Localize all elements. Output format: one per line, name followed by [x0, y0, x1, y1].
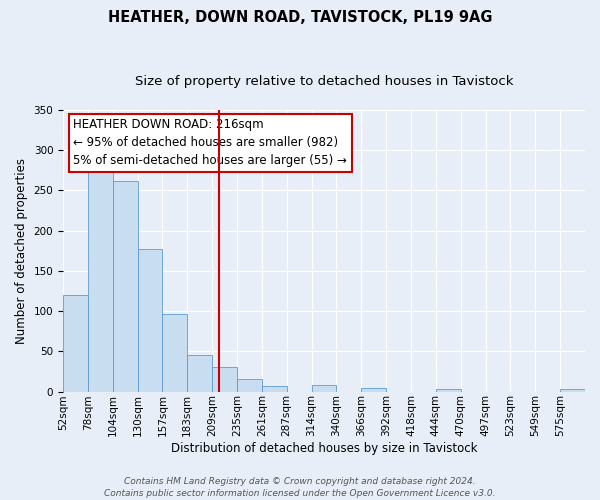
- Bar: [311, 385, 337, 392]
- Text: HEATHER DOWN ROAD: 216sqm
← 95% of detached houses are smaller (982)
5% of semi-: HEATHER DOWN ROAD: 216sqm ← 95% of detac…: [73, 118, 347, 168]
- Bar: [113, 181, 137, 392]
- X-axis label: Distribution of detached houses by size in Tavistock: Distribution of detached houses by size …: [171, 442, 477, 455]
- Text: Contains HM Land Registry data © Crown copyright and database right 2024.
Contai: Contains HM Land Registry data © Crown c…: [104, 476, 496, 498]
- Bar: [560, 389, 585, 392]
- Title: Size of property relative to detached houses in Tavistock: Size of property relative to detached ho…: [135, 75, 513, 88]
- Bar: [436, 389, 461, 392]
- Bar: [187, 354, 212, 392]
- Bar: [212, 368, 237, 392]
- Bar: [137, 249, 163, 392]
- Bar: [237, 378, 262, 392]
- Bar: [63, 295, 88, 392]
- Bar: [262, 386, 287, 392]
- Bar: [163, 314, 187, 392]
- Text: HEATHER, DOWN ROAD, TAVISTOCK, PL19 9AG: HEATHER, DOWN ROAD, TAVISTOCK, PL19 9AG: [108, 10, 492, 25]
- Bar: [88, 164, 113, 392]
- Y-axis label: Number of detached properties: Number of detached properties: [15, 158, 28, 344]
- Bar: [361, 388, 386, 392]
